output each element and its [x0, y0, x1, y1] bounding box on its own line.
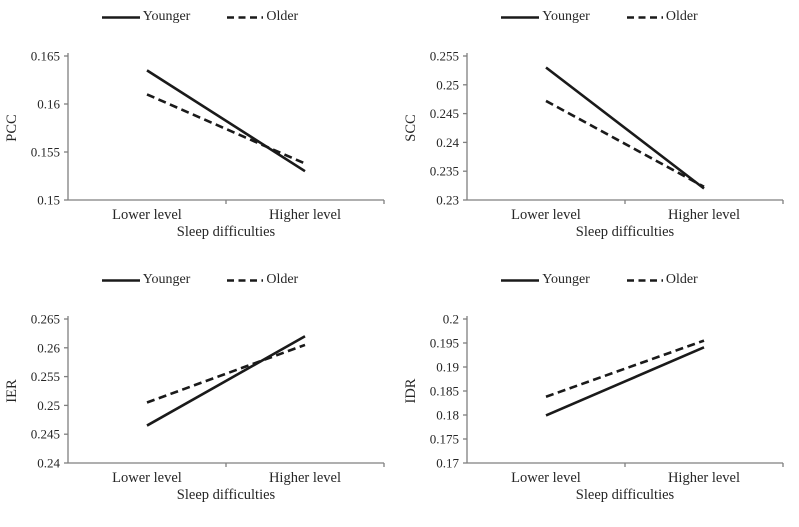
series-line-older [545, 339, 705, 398]
x-category-label: Lower level [511, 207, 581, 223]
y-tick-label: 0.265 [31, 312, 60, 327]
y-tick-label: 0.185 [430, 384, 459, 399]
x-category-label: Lower level [112, 470, 182, 486]
x-axis-title: Sleep difficulties [576, 224, 675, 240]
y-tick-label: 0.25 [37, 398, 60, 413]
legend-label-older: Older [665, 272, 698, 287]
plot-ier: 0.24 0.245 0.25 0.255 0.26 0.265 Lower level Hi… [4, 312, 385, 503]
legend-item-younger: Younger [500, 273, 590, 287]
legend-idr: Younger Older [399, 263, 799, 289]
series-line-older [146, 343, 306, 404]
y-tick-label: 0.23 [436, 193, 459, 208]
y-tick-label: 0.24 [436, 135, 459, 150]
y-tick-label: 0.25 [436, 77, 459, 92]
series-line-younger [146, 69, 306, 173]
y-tick-label: 0.165 [31, 49, 60, 64]
solid-line-swatch [501, 278, 540, 282]
plot-idr: 0.17 0.175 0.18 0.185 0.19 0.195 0.2 Lower leve… [403, 312, 784, 503]
x-axis-title: Sleep difficulties [177, 487, 276, 503]
x-axis-title: Sleep difficulties [576, 487, 675, 503]
y-tick-label: 0.175 [430, 432, 459, 447]
series-line-younger [545, 66, 705, 190]
legend-item-older: Older [626, 10, 698, 24]
legend-item-older: Older [626, 273, 698, 287]
x-axis-title: Sleep difficulties [177, 224, 276, 240]
x-category-label: Higher level [269, 470, 341, 486]
y-tick-label: 0.24 [37, 456, 60, 471]
dashed-line-swatch [227, 15, 264, 19]
dashed-line-swatch [227, 278, 264, 282]
x-category-label: Lower level [112, 207, 182, 223]
y-tick-label: 0.19 [436, 360, 459, 375]
y-tick-label: 0.155 [31, 145, 60, 160]
dashed-line-swatch [626, 278, 663, 282]
y-tick-label: 0.15 [37, 193, 60, 208]
legend-item-younger: Younger [101, 9, 191, 24]
legend-label-younger: Younger [142, 272, 191, 287]
x-category-label: Higher level [269, 207, 341, 223]
y-axis-title: SCC [403, 114, 419, 141]
legend-label-older: Older [665, 9, 698, 24]
chart-scc: Younger Older 0.23 0.235 0.24 0.245 0.25 0.25… [399, 0, 799, 263]
series-line-older [545, 99, 705, 188]
y-tick-label: 0.235 [430, 164, 459, 179]
solid-line-swatch [501, 15, 540, 19]
x-category-label: Lower level [511, 470, 581, 486]
series-line-older [146, 93, 306, 165]
y-tick-label: 0.255 [430, 49, 459, 64]
y-tick-label: 0.16 [37, 97, 60, 112]
legend-item-younger: Younger [101, 272, 191, 287]
y-tick-label: 0.245 [31, 427, 60, 442]
y-tick-label: 0.2 [443, 312, 459, 327]
legend-label-younger: Younger [542, 9, 590, 24]
x-category-label: Higher level [668, 470, 740, 486]
legend-pcc: Younger Older [0, 0, 399, 26]
plot-scc: 0.23 0.235 0.24 0.245 0.25 0.255 Lower level Hi… [403, 49, 784, 240]
y-tick-label: 0.18 [436, 408, 459, 423]
y-tick-label: 0.255 [31, 369, 60, 384]
y-axis-title: IDR [403, 378, 419, 403]
dashed-line-swatch [626, 15, 663, 19]
legend-scc: Younger Older [399, 0, 799, 26]
solid-line-swatch [101, 15, 140, 19]
legend-label-older: Older [266, 272, 299, 287]
chart-ier: Younger Older 0.24 0.245 0.25 0.255 0.26 0.26… [0, 263, 399, 527]
solid-line-swatch [101, 278, 140, 282]
y-tick-label: 0.17 [436, 456, 459, 471]
legend-item-younger: Younger [500, 10, 590, 24]
series-line-younger [545, 346, 705, 417]
legend-ier: Younger Older [0, 263, 399, 289]
x-category-label: Higher level [668, 207, 740, 223]
y-tick-label: 0.245 [430, 106, 459, 121]
chart-idr: Younger Older 0.17 0.175 0.18 0.185 0.19 0.19… [399, 263, 799, 527]
legend-item-older: Older [226, 10, 298, 24]
legend-item-older: Older [226, 273, 298, 287]
chart-pcc: Younger Older 0.15 0.155 0.16 0.165 Lower le… [0, 0, 399, 263]
y-tick-label: 0.195 [430, 336, 459, 351]
y-axis-title: IER [4, 379, 20, 403]
legend-label-older: Older [266, 9, 299, 24]
y-axis-title: PCC [4, 114, 20, 141]
legend-label-younger: Younger [142, 9, 191, 24]
y-tick-label: 0.26 [37, 340, 60, 355]
legend-label-younger: Younger [542, 272, 590, 287]
series-line-younger [146, 335, 306, 427]
plot-pcc: 0.15 0.155 0.16 0.165 Lower level Higher leve… [4, 49, 385, 240]
